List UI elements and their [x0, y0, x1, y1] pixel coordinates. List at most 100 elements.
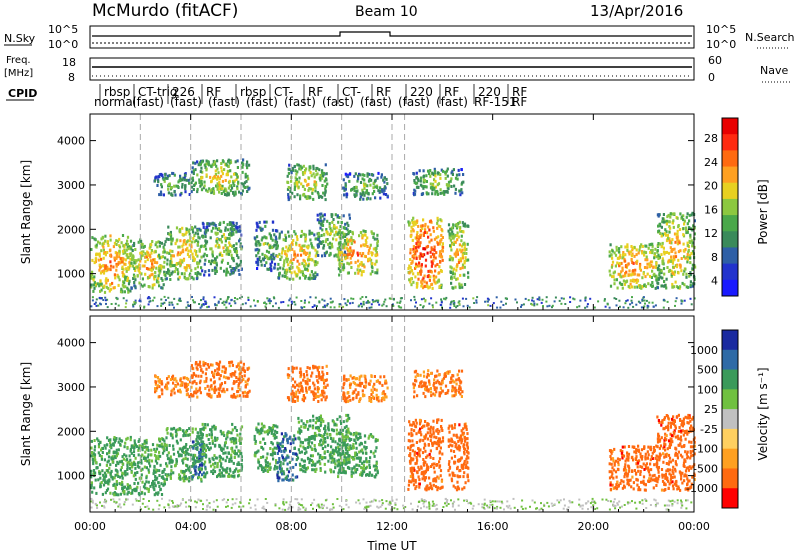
echo-cell	[120, 241, 123, 245]
echo-cell	[194, 469, 197, 473]
echo-cell	[411, 260, 414, 264]
ground-cell	[206, 306, 209, 309]
echo-cell	[452, 267, 455, 271]
echo-cell	[230, 440, 233, 444]
echo-cell	[420, 280, 423, 284]
echo-cell	[241, 170, 244, 174]
echo-cell	[270, 431, 273, 435]
ground-cell	[277, 306, 280, 309]
echo-cell	[679, 285, 682, 289]
echo-cell	[448, 234, 451, 238]
ground-cell	[637, 300, 640, 303]
echo-cell	[675, 232, 678, 236]
echo-cell	[264, 460, 267, 464]
echo-cell	[158, 485, 161, 488]
echo-cell	[294, 169, 297, 173]
echo-cell	[192, 188, 195, 191]
echo-cell	[216, 475, 219, 479]
echo-cell	[113, 436, 116, 439]
echo-cell	[641, 276, 644, 280]
echo-cell	[105, 269, 108, 273]
echo-cell	[256, 247, 259, 251]
echo-cell	[284, 233, 287, 237]
echo-cell	[364, 238, 367, 242]
echo-cell	[177, 180, 180, 184]
echo-cell	[134, 488, 137, 492]
echo-cell	[684, 247, 687, 251]
nave-label: Nave	[760, 64, 788, 77]
echo-cell	[232, 271, 235, 275]
echo-cell	[217, 245, 220, 249]
echo-cell	[138, 271, 141, 275]
echo-cell	[178, 253, 181, 256]
ground-cell	[156, 305, 159, 308]
echo-cell	[441, 258, 444, 262]
echo-cell	[310, 242, 313, 246]
ground-cell	[300, 300, 303, 302]
echo-cell	[119, 492, 122, 496]
echo-cell	[162, 250, 165, 254]
echo-cell	[157, 269, 160, 273]
echo-cell	[450, 228, 453, 232]
echo-cell	[214, 268, 217, 272]
echo-cell	[467, 224, 470, 228]
ground-cell	[323, 304, 326, 307]
echo-cell	[355, 190, 358, 194]
echo-cell	[434, 190, 437, 194]
echo-cell	[266, 257, 269, 261]
echo-cell	[232, 451, 236, 455]
echo-cell	[683, 219, 686, 223]
echo-cell	[366, 172, 369, 176]
echo-cell	[438, 242, 441, 246]
echo-cell	[194, 252, 198, 256]
echo-cell	[134, 466, 137, 470]
echo-cell	[434, 264, 437, 268]
echo-cell	[451, 286, 454, 290]
echo-cell	[353, 240, 356, 244]
echo-cell	[228, 431, 231, 434]
echo-cell	[677, 271, 680, 275]
echo-cell	[433, 178, 436, 182]
echo-cell	[284, 476, 287, 480]
ground-cell	[168, 301, 171, 304]
echo-cell	[424, 264, 427, 268]
echo-cell	[258, 220, 261, 224]
echo-cell	[447, 180, 451, 184]
echo-cell	[420, 264, 423, 268]
echo-cell	[648, 262, 651, 266]
echo-cell	[626, 263, 629, 267]
ground-cell	[545, 300, 548, 303]
echo-cell	[291, 242, 294, 246]
echo-cell	[659, 275, 662, 279]
ground-cell	[541, 298, 544, 301]
echo-cell	[369, 197, 372, 201]
echo-cell	[458, 282, 461, 286]
echo-cell	[233, 380, 236, 384]
echo-cell	[439, 173, 442, 177]
echo-cell	[202, 428, 205, 432]
echo-cell	[680, 257, 683, 260]
echo-cell	[175, 439, 178, 443]
echo-cell	[273, 243, 276, 247]
echo-cell	[301, 249, 304, 253]
ground-cell	[365, 301, 368, 304]
echo-cell	[673, 270, 677, 274]
echo-cell	[456, 238, 459, 242]
echo-cell	[204, 244, 207, 248]
echo-cell	[230, 269, 233, 272]
echo-cell	[367, 192, 370, 196]
echo-cell	[133, 259, 136, 262]
echo-cell	[422, 286, 425, 290]
echo-cell	[281, 274, 284, 278]
echo-cell	[646, 258, 649, 262]
echo-cell	[289, 466, 292, 470]
ground-cell	[615, 298, 618, 300]
echo-cell	[443, 190, 446, 194]
echo-cell	[191, 252, 194, 256]
echo-cell	[169, 249, 172, 253]
echo-cell	[409, 258, 412, 261]
ground-cell	[646, 306, 649, 309]
echo-cell	[314, 185, 317, 189]
ground-cell	[234, 302, 237, 305]
echo-cell	[230, 360, 234, 364]
